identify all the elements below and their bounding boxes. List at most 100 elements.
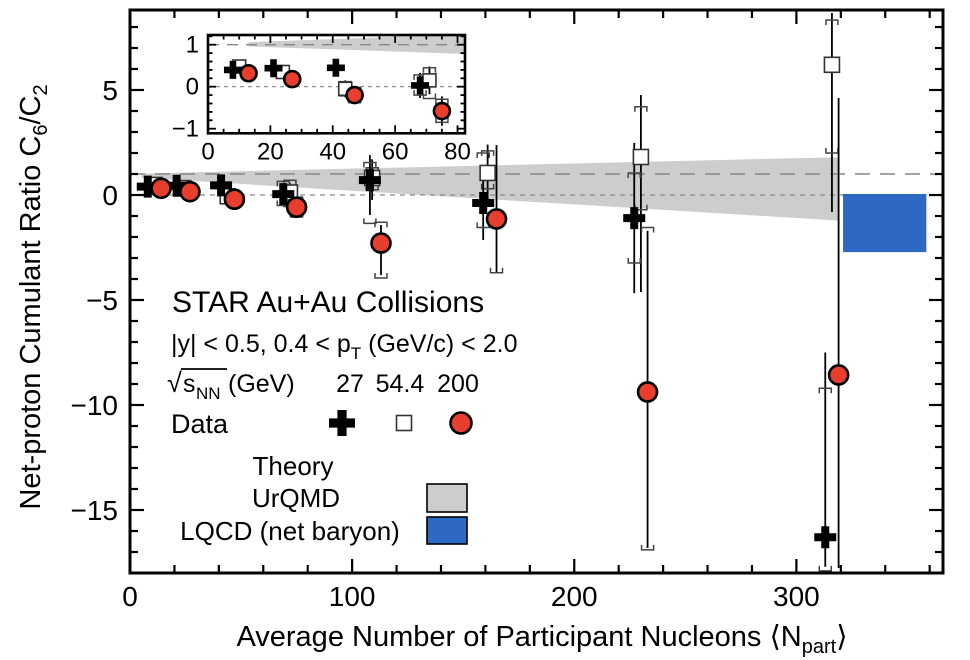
inset-urqmd-band [248,35,465,54]
legend: STAR Au+Au Collisions |y| < 0.5, 0.4 < pT… [167,286,517,546]
sys-bracket-high [476,152,490,159]
inset-x-tick-label: 0 [201,138,214,165]
sys-bracket-high [435,98,449,105]
sys-bracket-high [634,106,648,112]
sys-bracket-low [489,267,504,274]
marker-cross-27gev [326,58,345,77]
x-tick-label: 200 [551,581,598,612]
marker-square-54gev [632,148,650,166]
series-27-markers [136,169,837,549]
sys-bracket-low [435,117,449,124]
lqcd-swatch [426,516,468,545]
y-axis-title: Net-proton Cumulant Ratio C6/C2 [15,84,52,509]
lqcd-band [843,193,927,253]
marker-circle-200gev [370,232,392,254]
marker-cross-27gev [264,59,283,78]
series-200-markers [150,177,850,403]
marker-circle-200gev [636,381,659,403]
sys-bracket-low [413,90,427,96]
inset-x-tick-label: 20 [257,138,284,165]
marker-cross-27gev [814,526,837,549]
sys-bracket-low [627,258,641,264]
marker-cross-27gev [411,76,430,95]
marker-circle-200gev [150,177,172,200]
x-tick-label: 0 [122,581,138,612]
marker-cross-27gev [623,207,646,230]
inset-x-tick-label: 40 [319,138,346,165]
sys-bracket-high [627,172,641,178]
legend-title: STAR Au+Au Collisions [172,286,484,319]
sys-bracket-high [825,19,839,26]
series-27-markers [223,58,430,95]
plot-frame [128,8,945,575]
marker-cross-27gev [223,60,242,79]
marker-cross-27gev [136,175,159,198]
urqmd-swatch [426,483,468,513]
legend-marker-cross-27gev [329,410,355,436]
sys-bracket-high [283,179,297,186]
sqrt-radical: √ [167,368,182,398]
y-tick-label: 5 [102,75,118,106]
data-row-label: Data [171,409,229,439]
y-tick-label: −5 [86,285,118,316]
sys-bracket-high [374,221,388,228]
sys-bracket-high [276,180,291,187]
legend-marker-square-54gev [395,414,413,432]
marker-cross-27gev [358,169,381,192]
theory-label: Theory [253,451,334,481]
energy-unit: (GeV) [228,370,295,398]
sys-bracket-high [818,387,833,394]
marker-cross-27gev [272,183,295,206]
marker-circle-200gev [282,69,302,89]
sys-bracket-low [818,565,833,572]
inset-plot-area [208,35,465,126]
inset-y-tick-label: −1 [172,116,199,143]
marker-cross-27gev [472,191,495,214]
urqmd-label: UrQMD [252,483,340,513]
marker-circle-200gev [485,208,508,230]
inset-y-tick-label: 1 [186,32,199,59]
inset-y-tick-label: 0 [186,74,199,101]
y-tick-label: −10 [71,390,119,421]
main-plot-area [130,12,943,572]
legend-cuts: |y| < 0.5, 0.4 < pT (GeV/c) < 2.0 [171,330,517,363]
y-tick-label: 0 [102,180,118,211]
marker-circle-200gev [223,188,246,211]
y-tick-label: −15 [71,495,119,526]
marker-circle-200gev [179,180,201,203]
marker-circle-200gev [827,364,850,386]
legend-marker-circle-200gev [449,411,473,435]
marker-circle-200gev [345,85,364,105]
x-axis-title: Average Number of Participant Nucleons ⟨… [236,621,847,658]
lqcd-label: LQCD (net baryon) [180,516,400,546]
marker-circle-200gev [432,101,452,121]
x-tick-label: 100 [329,581,376,612]
sys-bracket-low [363,218,377,225]
series-200-markers [239,63,452,121]
marker-cross-27gev [165,174,188,197]
sys-bracket-high [363,161,377,168]
energy-value: 54.4 [376,370,425,398]
marker-cross-27gev [210,174,233,197]
sqrt-s-subscript: NN [196,384,221,403]
inset-frame [206,33,467,135]
series-27-errors [146,142,833,572]
energy-value: 27 [336,370,364,398]
marker-square-54gev [479,164,496,182]
sys-bracket-low [480,183,495,190]
sys-bracket-high [422,67,437,73]
marker-circle-200gev [239,63,258,83]
sqrt-s: s [183,370,196,398]
marker-circle-200gev [285,196,308,218]
marker-square-54gev [823,56,841,74]
sys-bracket-low [640,544,655,551]
inset-x-tick-label: 80 [444,138,471,165]
sys-bracket-low [374,272,388,279]
sys-bracket-high [640,226,655,233]
sys-bracket-low [422,93,437,100]
x-tick-label: 300 [773,581,820,612]
energy-value: 200 [437,370,479,398]
inset-x-tick-label: 60 [382,138,409,165]
